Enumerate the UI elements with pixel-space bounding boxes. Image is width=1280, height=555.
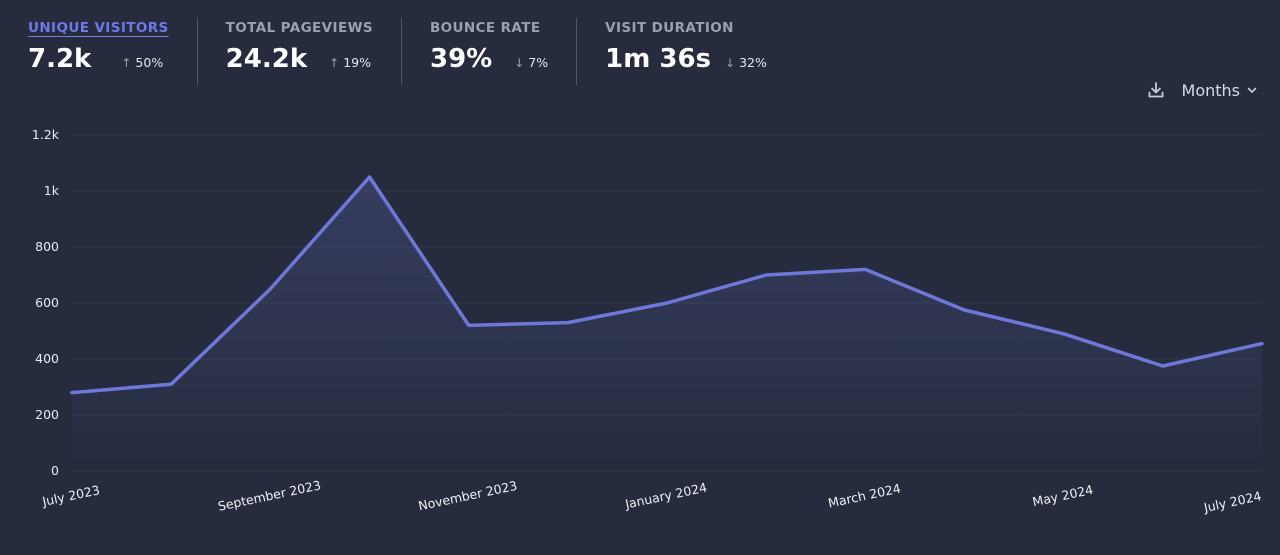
x-tick-label: March 2024	[827, 481, 902, 511]
x-tick-label: November 2023	[417, 478, 519, 514]
series-area	[72, 177, 1262, 471]
data-point[interactable]	[169, 382, 173, 386]
data-point[interactable]	[764, 273, 768, 277]
y-tick-label: 600	[35, 295, 59, 310]
download-button[interactable]	[1144, 78, 1168, 102]
data-point[interactable]	[566, 321, 570, 325]
y-tick-label: 400	[35, 351, 59, 366]
y-tick-label: 1k	[44, 183, 60, 198]
metric-change: ↑ 50%	[121, 55, 164, 70]
data-point[interactable]	[268, 287, 272, 291]
y-tick-label: 0	[51, 463, 59, 478]
metric-label: TOTAL PAGEVIEWS	[225, 20, 373, 36]
metric-value: 1m 36s	[605, 44, 712, 74]
y-tick-label: 1.2k	[32, 127, 60, 142]
metric-visit-duration[interactable]: VISIT DURATION 1m 36s ↓ 32%	[576, 18, 795, 85]
metric-value: 39%	[429, 44, 493, 74]
x-tick-label: May 2024	[1031, 482, 1094, 509]
y-axis: 0 200 400 600 800 1k 1.2k	[32, 127, 60, 478]
chevron-down-icon	[1246, 84, 1258, 96]
x-tick-label: July 2024	[1202, 488, 1263, 515]
metric-label: VISIT DURATION	[605, 20, 734, 36]
chart-controls: Months	[1144, 78, 1258, 102]
data-point[interactable]	[863, 267, 867, 271]
metric-change: ↑ 19%	[329, 55, 371, 70]
arrow-up-icon: ↑	[329, 56, 340, 70]
interval-label: Months	[1181, 80, 1240, 100]
metric-bounce-rate[interactable]: BOUNCE RATE 39% ↓ 7%	[400, 18, 576, 85]
metric-value: 24.2k	[225, 44, 308, 74]
metric-total-pageviews[interactable]: TOTAL PAGEVIEWS 24.2k ↑ 19%	[196, 18, 401, 85]
arrow-down-icon: ↓	[514, 56, 525, 70]
y-tick-label: 200	[35, 407, 59, 422]
data-point[interactable]	[467, 323, 471, 327]
x-tick-label: January 2024	[623, 480, 708, 512]
data-point[interactable]	[665, 301, 669, 305]
download-icon	[1148, 82, 1163, 98]
series-points	[70, 175, 1264, 395]
data-point[interactable]	[1260, 342, 1264, 346]
arrow-up-icon: ↑	[121, 56, 132, 70]
data-point[interactable]	[1062, 332, 1066, 336]
y-tick-label: 800	[35, 239, 59, 254]
x-axis: July 2023 September 2023 November 2023 Janu…	[40, 477, 1263, 515]
metric-unique-visitors[interactable]: UNIQUE VISITORS 7.2k ↑ 50%	[28, 18, 197, 85]
x-tick-label: September 2023	[217, 477, 323, 513]
top-stats: UNIQUE VISITORS 7.2k ↑ 50% TOTAL PAGEVIEW…	[28, 18, 795, 85]
metric-label: BOUNCE RATE	[429, 20, 541, 36]
interval-dropdown[interactable]: Months	[1182, 81, 1258, 100]
data-point[interactable]	[963, 308, 966, 312]
data-point[interactable]	[368, 175, 371, 179]
arrow-down-icon: ↓	[725, 56, 736, 70]
data-point[interactable]	[1161, 364, 1165, 368]
metric-change: ↓ 32%	[725, 55, 767, 70]
x-tick-label: July 2023	[40, 482, 101, 509]
metric-value: 7.2k	[28, 44, 92, 74]
data-point[interactable]	[70, 391, 74, 395]
metric-change: ↓ 7%	[514, 55, 549, 70]
metric-label: UNIQUE VISITORS	[28, 20, 169, 36]
